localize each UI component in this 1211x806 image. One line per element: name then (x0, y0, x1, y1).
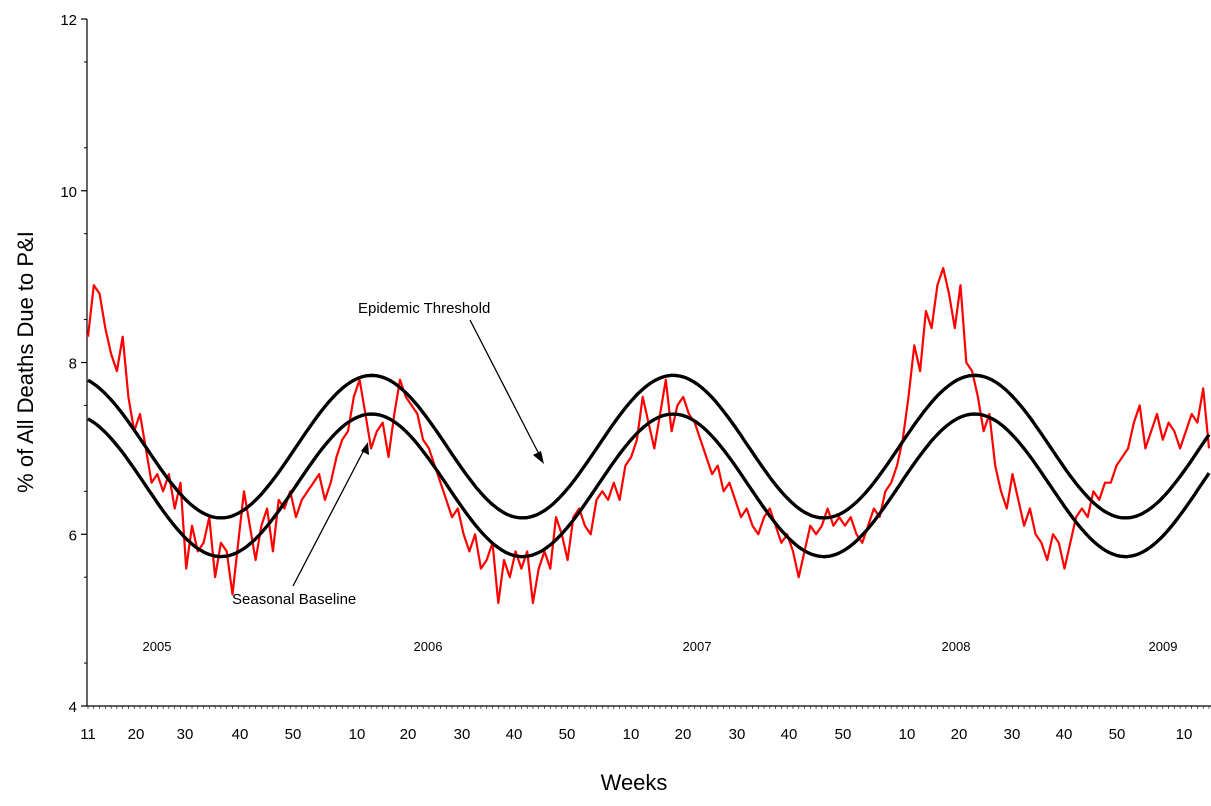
y-axis-title: % of All Deaths Due to P&I (13, 231, 38, 493)
x-tick-label: 10 (349, 726, 366, 743)
x-tick-label: 20 (675, 726, 692, 743)
x-tick-label: 30 (177, 726, 194, 743)
y-tick-label: 12 (60, 12, 77, 29)
seasonal-baseline-arrow-line (292, 447, 366, 587)
x-tick-label: 40 (781, 726, 798, 743)
epidemic-threshold-line-overlay (87, 373, 1211, 520)
x-tick-label: 30 (729, 726, 746, 743)
seasonal-baseline-label: Seasonal Baseline (232, 591, 356, 608)
x-tick-label: 40 (232, 726, 249, 743)
x-tick-label: 20 (951, 726, 968, 743)
x-tick-label: 10 (623, 726, 640, 743)
epidemic-threshold-arrow-line (469, 319, 542, 459)
seasonal-baseline-line-overlay (87, 412, 1211, 559)
y-tick-label: 8 (69, 356, 77, 373)
x-tick-label: 30 (1004, 726, 1021, 743)
epidemic-threshold-line (87, 373, 1211, 520)
year-label: 2007 (683, 639, 712, 654)
y-tick-label: 6 (69, 527, 77, 544)
epidemic-threshold-label: Epidemic Threshold (358, 300, 490, 317)
seasonal-baseline-arrow-head (361, 442, 369, 455)
x-tick-label: 20 (400, 726, 417, 743)
annotation-layer: Epidemic Threshold Seasonal Baseline (232, 300, 544, 608)
series-layer (86, 266, 1211, 605)
x-tick-label: 50 (835, 726, 852, 743)
x-tick-label: 40 (1056, 726, 1073, 743)
x-tick-label: 20 (128, 726, 145, 743)
x-tick-label: 50 (1109, 726, 1126, 743)
x-tick-label: 40 (506, 726, 523, 743)
year-label: 2009 (1149, 639, 1178, 654)
x-tick-label: 50 (285, 726, 302, 743)
x-tick-label: 30 (454, 726, 471, 743)
x-tick-label: 50 (559, 726, 576, 743)
year-label: 2005 (143, 639, 172, 654)
y-tick-label: 4 (69, 699, 77, 716)
year-label: 2006 (414, 639, 443, 654)
x-tick-label: 10 (899, 726, 916, 743)
x-tick-label: 10 (1176, 726, 1193, 743)
axes: 4 6 8 10 12 11 20 30 40 50 10 20 30 40 50 10 20 30 40 50 10 2… (60, 12, 1211, 743)
epidemic-threshold-arrow-head (533, 451, 544, 464)
year-label: 2008 (942, 639, 971, 654)
x-axis-title: Weeks (601, 770, 668, 795)
x-tick-label: 11 (80, 726, 96, 743)
y-tick-label: 10 (60, 184, 77, 201)
